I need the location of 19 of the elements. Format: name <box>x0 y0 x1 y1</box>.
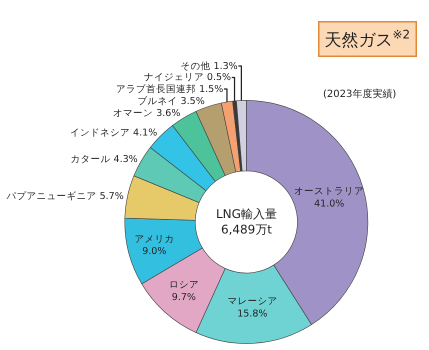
chart-title: 天然ガス$^{※2}$ <box>324 28 410 51</box>
data-label: 9.7% <box>172 292 196 304</box>
slice-label: その他 1.3% <box>180 60 238 72</box>
slice-label: オマーン 3.6% <box>113 108 180 120</box>
slice-label: アメリカ <box>134 234 174 245</box>
slice-label: パプアニューギニア 5.7% <box>6 190 124 202</box>
slice-label: ロシア <box>168 280 199 291</box>
data-label: 15.8% <box>237 308 268 320</box>
slice-label: カタール 4.3% <box>70 154 138 166</box>
slice-label: インドネシア 4.1% <box>70 127 158 138</box>
slice-label: オーストラリア <box>294 186 364 198</box>
slice-label: マレーシア <box>227 296 278 308</box>
data-label: 9.0% <box>142 246 166 258</box>
slice-label: ナイジェリア 0.5% <box>144 72 232 83</box>
slice-label: ブルネイ 3.5% <box>138 94 205 107</box>
slice-label: アラブ首長国連邦 1.5% <box>116 82 224 95</box>
text: LNG輸入量 6,489万t <box>216 207 277 237</box>
data-label: 41.0% <box>314 198 344 210</box>
text: (2023年度実績) <box>323 88 396 100</box>
